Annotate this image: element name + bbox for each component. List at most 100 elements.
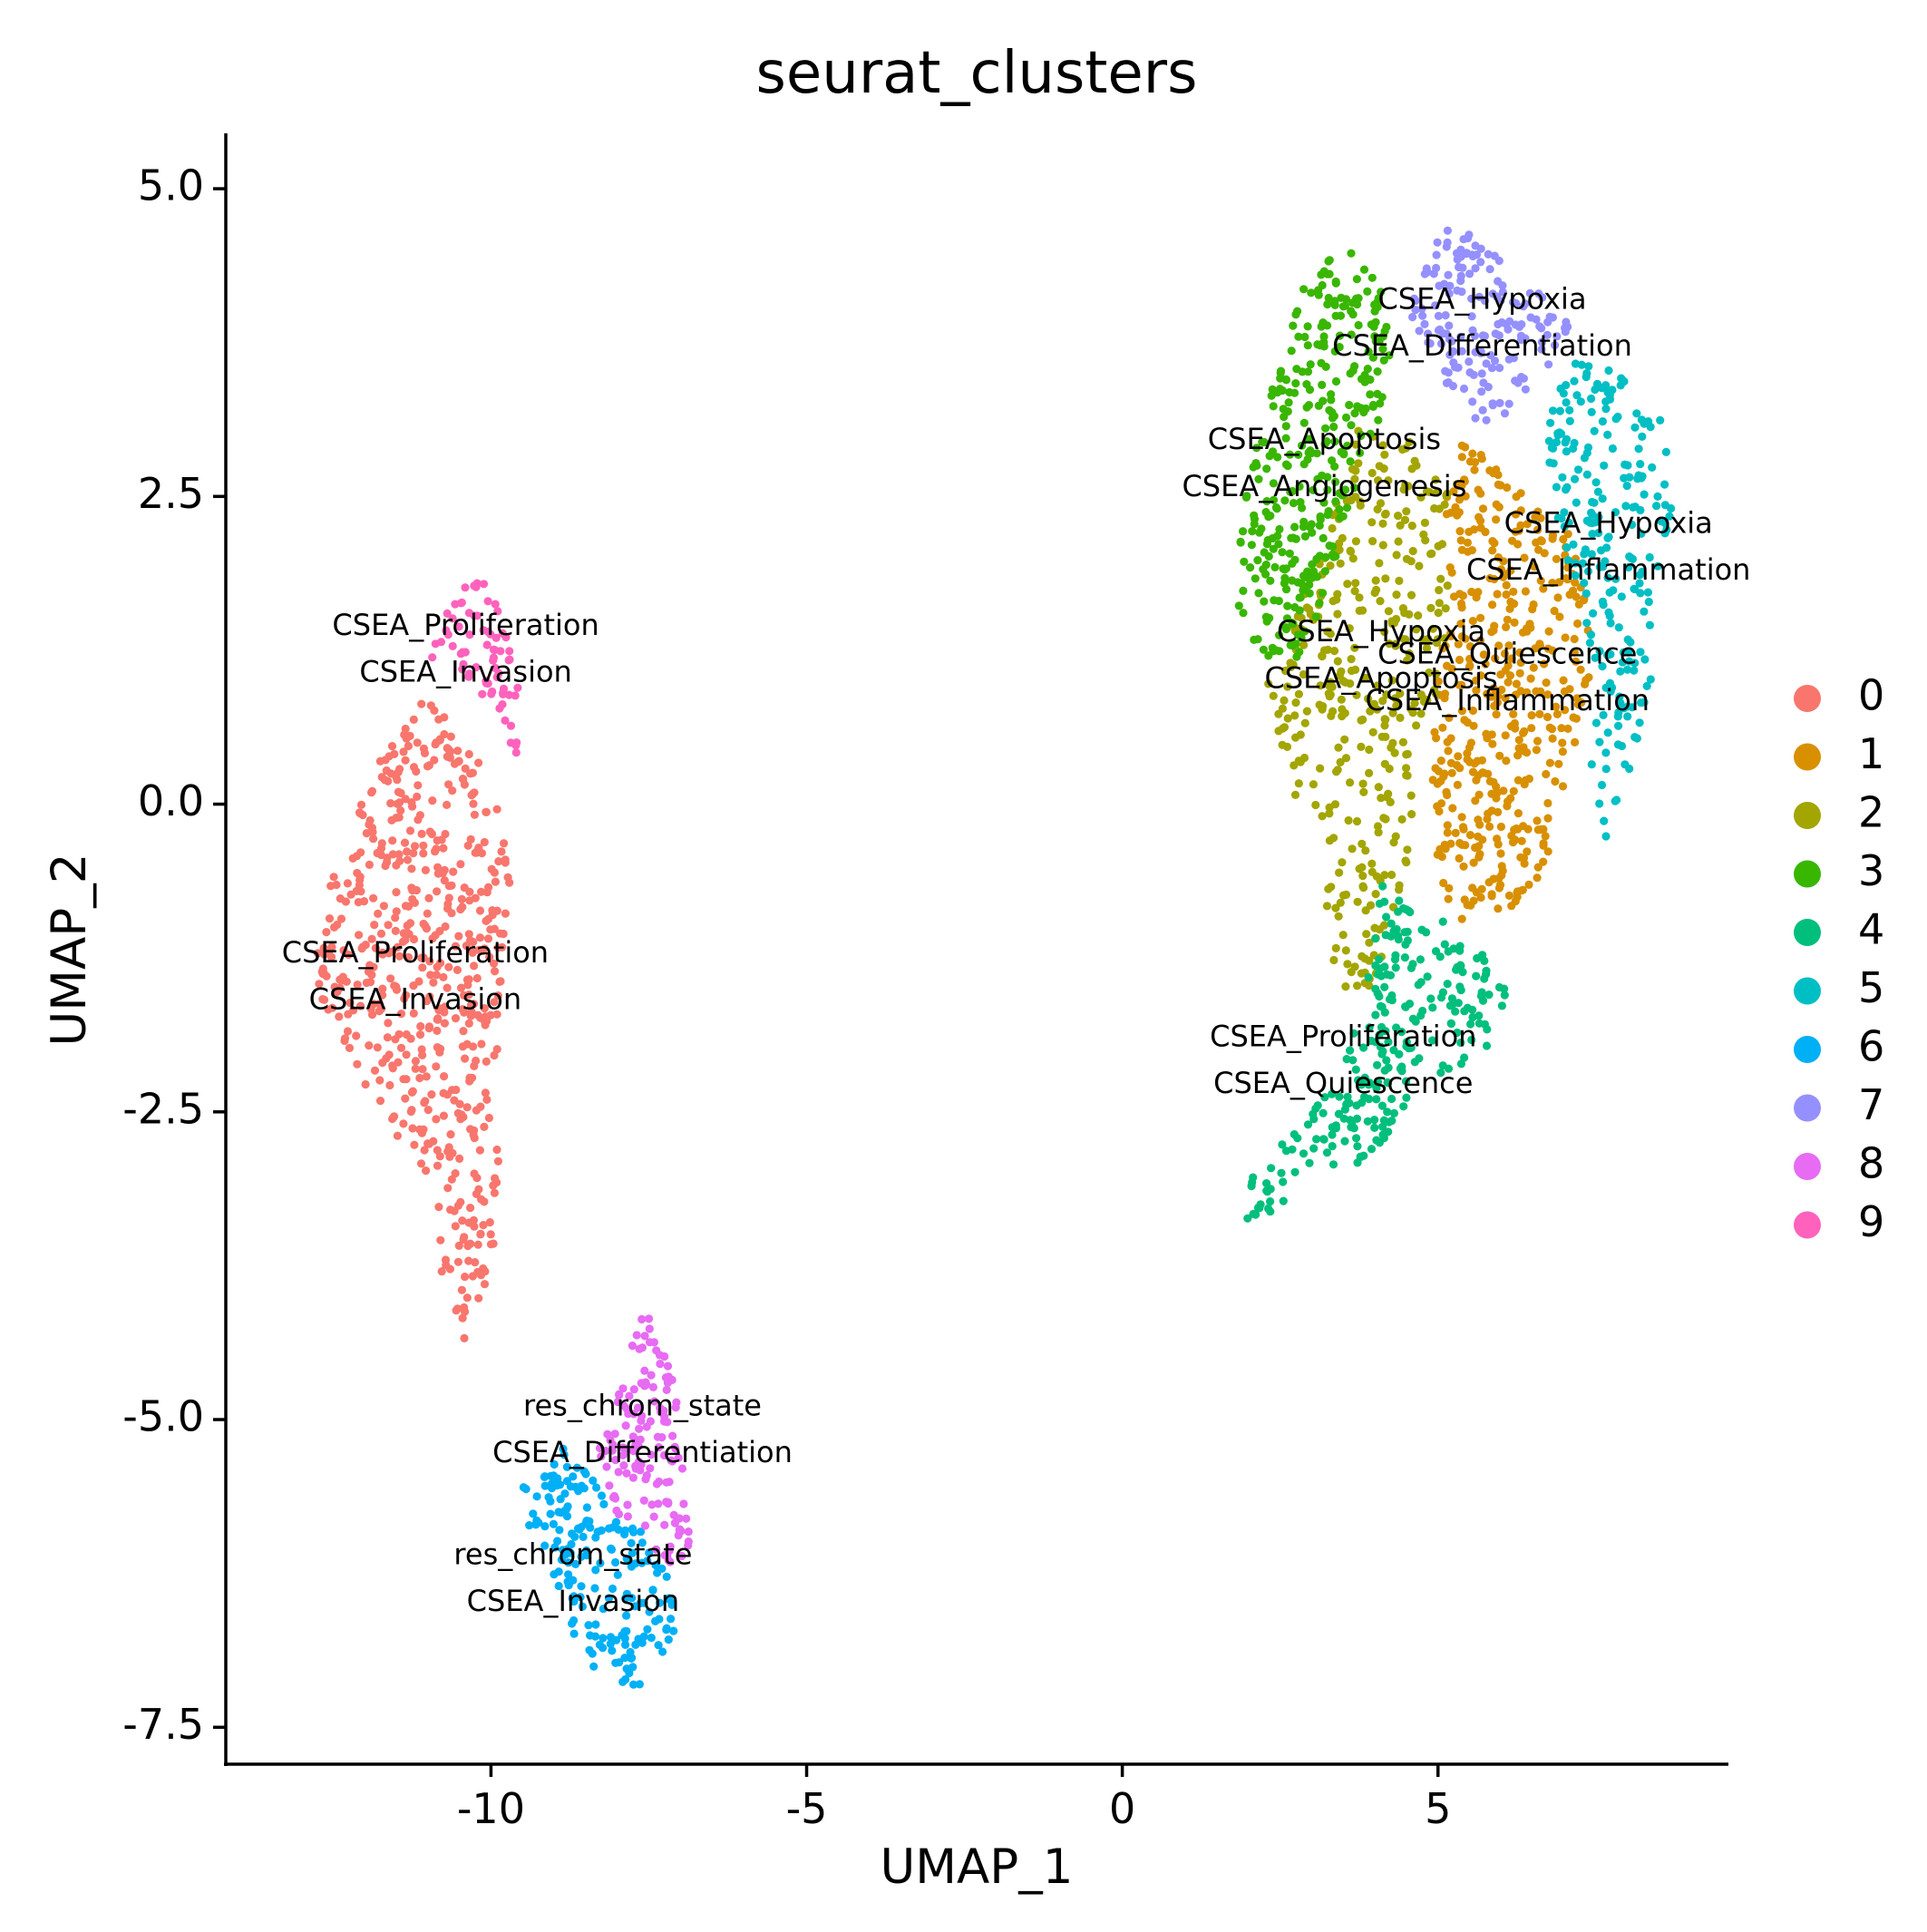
data-point — [1371, 984, 1380, 993]
data-point — [1604, 608, 1613, 617]
data-point — [1572, 391, 1582, 400]
data-point — [1303, 322, 1312, 331]
data-point — [1295, 648, 1304, 657]
data-point — [1378, 882, 1387, 891]
data-point — [1318, 380, 1327, 389]
data-point — [1330, 437, 1339, 446]
data-point — [370, 921, 379, 930]
data-point — [1536, 576, 1545, 585]
data-point — [664, 1499, 673, 1508]
data-point — [1418, 311, 1427, 320]
data-point — [1511, 835, 1520, 844]
data-point — [1299, 640, 1309, 649]
data-point — [1341, 678, 1350, 688]
data-point — [1483, 1025, 1492, 1034]
data-point — [1350, 409, 1359, 418]
data-point — [1280, 496, 1290, 505]
data-point — [486, 1010, 495, 1020]
data-point — [378, 950, 387, 959]
data-point — [1510, 618, 1519, 628]
data-point — [1482, 1041, 1492, 1050]
data-point — [1560, 508, 1569, 517]
data-point — [1319, 498, 1328, 507]
data-point — [615, 1658, 624, 1667]
data-point — [1456, 277, 1465, 286]
data-point — [1457, 813, 1466, 822]
data-point — [1494, 904, 1503, 913]
data-point — [416, 1021, 425, 1031]
data-point — [425, 957, 434, 966]
data-point — [1485, 466, 1494, 475]
data-point — [1521, 587, 1530, 596]
data-point — [1445, 713, 1454, 723]
data-point — [1371, 1010, 1380, 1020]
data-point — [1382, 970, 1391, 979]
data-point — [1387, 919, 1396, 928]
data-point — [1558, 782, 1568, 791]
data-point — [1443, 226, 1452, 235]
data-point — [1477, 369, 1486, 378]
data-point — [1328, 1089, 1337, 1098]
data-point — [1351, 579, 1360, 588]
data-point — [1487, 692, 1496, 701]
data-point — [483, 597, 492, 606]
data-point — [468, 1272, 478, 1281]
data-point — [662, 1625, 671, 1634]
data-point — [1294, 779, 1303, 788]
data-point — [1268, 385, 1277, 394]
data-point — [1471, 796, 1480, 805]
data-point — [407, 864, 416, 873]
data-point — [1478, 951, 1487, 960]
data-point — [1251, 1210, 1260, 1219]
data-point — [1511, 527, 1520, 536]
data-point — [369, 893, 378, 903]
data-point — [1521, 385, 1530, 394]
data-point — [631, 1440, 640, 1449]
data-point — [552, 1481, 561, 1490]
data-point — [1284, 398, 1293, 407]
data-point — [1593, 487, 1602, 496]
data-point — [318, 964, 327, 973]
data-point — [1420, 518, 1429, 528]
data-point — [1569, 713, 1578, 722]
data-point — [460, 1233, 469, 1242]
data-point — [529, 1509, 538, 1518]
data-point — [1382, 690, 1391, 699]
data-point — [1371, 890, 1380, 899]
data-point — [413, 738, 422, 747]
data-point — [1543, 690, 1552, 699]
annotation-label: CSEA_Invasion — [309, 982, 521, 1017]
data-point — [439, 844, 448, 853]
data-point — [409, 715, 418, 725]
data-point — [424, 893, 433, 903]
data-point — [1379, 356, 1388, 365]
data-point — [512, 738, 521, 747]
data-point — [1352, 816, 1362, 826]
data-point — [640, 1366, 649, 1375]
data-point — [454, 622, 463, 631]
data-point — [1381, 574, 1390, 583]
data-point — [485, 952, 494, 961]
data-point — [1358, 779, 1367, 788]
data-point — [1352, 275, 1361, 284]
data-point — [1656, 415, 1665, 424]
data-point — [1640, 655, 1650, 664]
data-point — [585, 1517, 594, 1526]
data-point — [410, 1140, 419, 1149]
data-point — [418, 1065, 427, 1074]
data-point — [401, 935, 410, 944]
data-point — [1375, 1030, 1384, 1039]
data-point — [1624, 562, 1633, 572]
data-point — [1604, 366, 1613, 376]
data-point — [1509, 709, 1518, 719]
data-point — [1380, 982, 1389, 991]
data-point — [569, 1629, 579, 1638]
data-point — [1481, 527, 1490, 537]
data-point — [1630, 423, 1640, 432]
data-point — [376, 929, 386, 938]
data-point — [1632, 409, 1641, 418]
data-point — [627, 1654, 636, 1663]
data-point — [500, 839, 509, 848]
data-point — [1444, 270, 1453, 279]
data-point — [469, 937, 478, 947]
